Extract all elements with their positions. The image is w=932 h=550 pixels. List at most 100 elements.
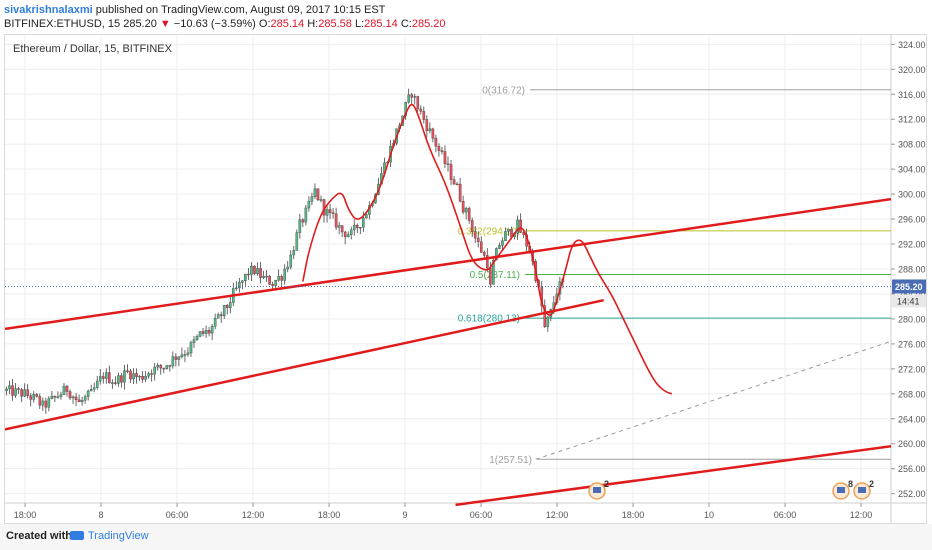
candle-up bbox=[189, 342, 193, 354]
candle-up bbox=[198, 331, 202, 337]
candle-down bbox=[219, 314, 223, 317]
candle-up bbox=[156, 364, 160, 368]
grid bbox=[5, 35, 891, 503]
candle-down bbox=[316, 188, 320, 201]
candle-up bbox=[23, 389, 26, 397]
candle-up bbox=[325, 209, 329, 216]
candle-up bbox=[86, 390, 90, 397]
candle-down bbox=[419, 108, 423, 112]
candle-down bbox=[77, 399, 81, 403]
low-label: L: bbox=[354, 18, 365, 30]
candle-up bbox=[365, 214, 368, 219]
candle-up bbox=[337, 225, 341, 228]
candle-up bbox=[204, 330, 208, 334]
last-price-tag bbox=[892, 279, 926, 294]
candle-down bbox=[443, 151, 447, 164]
candle-up bbox=[95, 380, 99, 388]
candle-up bbox=[183, 354, 187, 356]
chart-title: Ethereum / Dollar, 15, BITFINEX bbox=[13, 43, 173, 55]
chart-panel[interactable]: 252.00 256.00 260.00 264.00 268.00 272.00 276.… bbox=[4, 34, 927, 524]
candle-down bbox=[449, 164, 453, 180]
candle-up bbox=[138, 375, 141, 378]
candle-up bbox=[298, 219, 302, 233]
candle-down bbox=[340, 225, 344, 233]
candle-up bbox=[213, 318, 217, 327]
candle-up bbox=[47, 398, 51, 408]
last-price: 285.20 bbox=[123, 18, 157, 30]
fibonacci-retracement: 0(316.72) 0.382(294.10) 0.5(287.11) 0.618(2… bbox=[458, 85, 891, 466]
price-tick-label: 284.00 bbox=[898, 289, 926, 299]
candle-down bbox=[458, 183, 462, 202]
candle-up bbox=[283, 268, 287, 281]
candle-up bbox=[292, 250, 296, 256]
candle-down bbox=[68, 391, 72, 399]
candle-up bbox=[222, 305, 226, 317]
event-badge[interactable]: 2 bbox=[853, 479, 874, 500]
candle-down bbox=[355, 224, 359, 228]
author-link[interactable]: sivakrishnalaxmi bbox=[4, 4, 93, 16]
candle-up bbox=[349, 229, 353, 235]
fib-level-label: 0(316.72) bbox=[482, 85, 525, 96]
price-tick-label: 300.00 bbox=[898, 190, 926, 200]
candle-up bbox=[62, 385, 66, 395]
candle-up bbox=[262, 275, 265, 278]
candle-up bbox=[144, 375, 147, 380]
candle-up bbox=[310, 196, 314, 202]
tradingview-logo[interactable]: TradingView bbox=[70, 530, 149, 542]
candle-up bbox=[244, 273, 247, 282]
candle-down bbox=[17, 388, 20, 390]
price-tick-label: 296.00 bbox=[898, 215, 926, 225]
tradingview-icon bbox=[70, 531, 84, 540]
candle-up bbox=[32, 394, 36, 400]
price-change: −10.63 (−3.59%) bbox=[173, 18, 256, 30]
time-tick-label: 18:00 bbox=[14, 510, 37, 520]
candle-up bbox=[165, 365, 169, 369]
candle-up bbox=[352, 224, 356, 231]
candle-up bbox=[428, 128, 432, 131]
candle-down bbox=[126, 370, 129, 372]
candle-up bbox=[80, 400, 84, 403]
candle-down bbox=[437, 146, 441, 151]
price-tick-label: 264.00 bbox=[898, 414, 926, 424]
candle-up bbox=[413, 96, 417, 98]
time-tick-label: 18:00 bbox=[318, 510, 341, 520]
candle-down bbox=[410, 94, 414, 98]
candle-up bbox=[177, 356, 181, 360]
candle-down bbox=[486, 255, 489, 269]
hand-drawn-annotation bbox=[302, 103, 673, 395]
time-tick-label: 8 bbox=[98, 510, 103, 520]
fib-level-label: 0.618(280.13) bbox=[458, 314, 520, 325]
price-tick-label: 312.00 bbox=[898, 115, 926, 125]
candle-up bbox=[359, 226, 362, 229]
candle-up bbox=[464, 208, 468, 213]
candle-up bbox=[123, 370, 126, 383]
candle-down bbox=[129, 370, 132, 380]
candle-up bbox=[265, 275, 268, 278]
event-badge[interactable]: 8 bbox=[832, 479, 853, 500]
candle-down bbox=[425, 119, 429, 131]
candle-down bbox=[253, 265, 256, 274]
candle-up bbox=[492, 259, 495, 285]
candle-down bbox=[38, 396, 42, 406]
footer: Created with TradingView bbox=[0, 524, 932, 550]
open-value: 285.14 bbox=[270, 18, 305, 30]
price-tick-label: 308.00 bbox=[898, 140, 926, 150]
candle-down bbox=[434, 137, 438, 147]
candle-down bbox=[53, 395, 57, 398]
candle-down bbox=[162, 367, 166, 370]
time-tick-label: 12:00 bbox=[546, 510, 569, 520]
price-chart[interactable]: 252.00 256.00 260.00 264.00 268.00 272.00 276.… bbox=[5, 35, 926, 523]
flag-icon bbox=[858, 487, 866, 493]
candle-down bbox=[452, 179, 456, 185]
candle-up bbox=[14, 388, 17, 396]
candle-down bbox=[74, 396, 78, 401]
candle-down bbox=[168, 365, 172, 367]
chart-header: sivakrishnalaxmi published on TradingVie… bbox=[0, 0, 932, 34]
price-tick-label: 288.00 bbox=[898, 265, 926, 275]
candle-up bbox=[238, 282, 241, 289]
candle-down bbox=[108, 372, 111, 384]
price-tick-label: 268.00 bbox=[898, 389, 926, 399]
fib-level-label: 1(257.51) bbox=[489, 455, 532, 466]
event-badge[interactable]: 2 bbox=[588, 479, 609, 500]
candle-down bbox=[44, 400, 48, 408]
